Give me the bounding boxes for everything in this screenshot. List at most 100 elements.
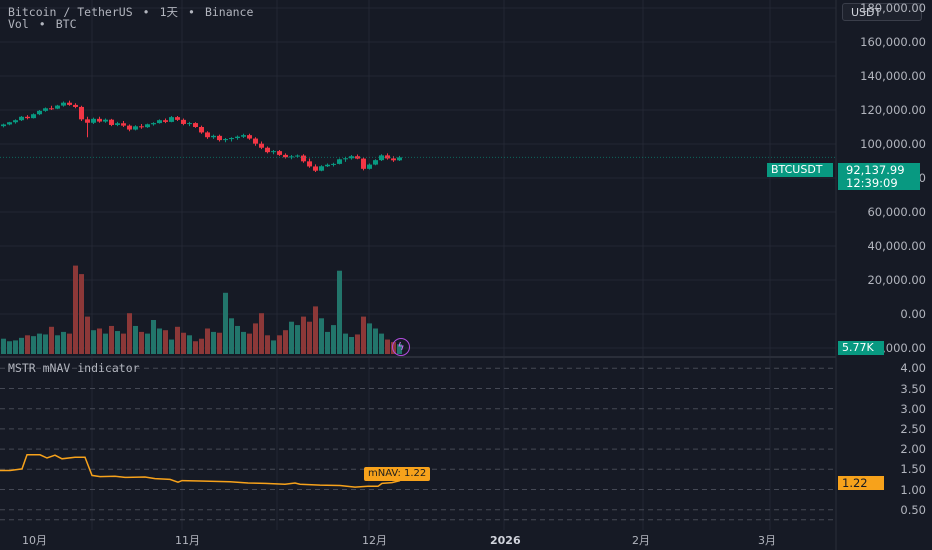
indicator-axis-mnav-tag: 1.22 bbox=[838, 476, 884, 490]
volume-bar bbox=[205, 328, 210, 354]
main-legend[interactable]: Bitcoin / TetherUS • 1天 • Binance bbox=[8, 4, 263, 20]
volume-bar bbox=[295, 325, 300, 354]
indicator-axis-tick: 2.00 bbox=[900, 442, 926, 457]
candle bbox=[325, 163, 330, 167]
volume-bar bbox=[115, 331, 120, 354]
volume-bar bbox=[139, 331, 144, 354]
volume-bar bbox=[19, 337, 24, 354]
candle bbox=[127, 124, 132, 132]
volume-axis-tag: 5.77K bbox=[838, 341, 884, 355]
indicator-axis-tick: 2.50 bbox=[900, 421, 926, 436]
candle bbox=[121, 121, 126, 127]
volume-bar bbox=[301, 316, 306, 354]
candle bbox=[7, 121, 12, 126]
candle bbox=[247, 133, 252, 140]
candle bbox=[181, 118, 186, 126]
volume-bar bbox=[283, 330, 288, 354]
candle bbox=[151, 122, 156, 126]
volume-bar bbox=[379, 333, 384, 354]
price-axis-tick: 100,000.00 bbox=[860, 137, 926, 151]
candle bbox=[43, 107, 48, 112]
candle bbox=[103, 118, 108, 123]
candle bbox=[253, 137, 258, 146]
volume-bar bbox=[175, 326, 180, 354]
candle bbox=[301, 154, 306, 163]
candle bbox=[331, 162, 336, 167]
indicator-legend[interactable]: MSTR mNAV indicator bbox=[8, 361, 150, 375]
time-axis-tick: 3月 bbox=[758, 534, 776, 547]
candle bbox=[361, 157, 366, 171]
candle bbox=[229, 137, 234, 142]
legend-symbol[interactable]: Bitcoin / TetherUS bbox=[8, 5, 133, 19]
candle bbox=[265, 146, 270, 154]
lightning-icon[interactable]: ϟ bbox=[392, 338, 410, 356]
price-axis-countdown: 12:39:09 bbox=[838, 176, 920, 190]
volume-bar bbox=[121, 333, 126, 354]
volume-bar bbox=[235, 325, 240, 354]
indicator-axis-tick: 1.50 bbox=[900, 462, 926, 477]
currency-button[interactable]: USDT bbox=[842, 3, 922, 21]
volume-bar bbox=[337, 270, 342, 354]
candle bbox=[19, 115, 24, 122]
candle bbox=[13, 119, 18, 124]
candle bbox=[223, 138, 228, 143]
volume-bar bbox=[211, 331, 216, 354]
volume-bar bbox=[13, 340, 18, 354]
volume-bar bbox=[241, 331, 246, 354]
price-axis-tick: 160,000.00 bbox=[860, 35, 926, 49]
indicator-legend-name[interactable]: MSTR mNAV indicator bbox=[8, 361, 140, 375]
candlesticks bbox=[1, 100, 402, 173]
candle bbox=[187, 121, 192, 127]
candle bbox=[37, 110, 42, 116]
candle bbox=[259, 141, 264, 150]
candle bbox=[115, 121, 120, 127]
time-axis-tick: 2026 bbox=[490, 534, 521, 547]
volume-bar bbox=[97, 328, 102, 354]
mnav-line bbox=[0, 454, 401, 488]
indicator-axis-tick: 3.50 bbox=[900, 381, 926, 396]
volume-bar bbox=[199, 338, 204, 354]
legend-exchange[interactable]: Binance bbox=[204, 5, 254, 19]
candle bbox=[271, 149, 276, 155]
volume-bar bbox=[217, 332, 222, 354]
volume-bar bbox=[145, 333, 150, 354]
price-axis-last-price: 92,137.99 bbox=[838, 163, 920, 177]
time-axis-tick: 10月 bbox=[22, 534, 47, 547]
volume-bar bbox=[163, 330, 168, 354]
candle bbox=[277, 149, 282, 156]
mnav-series-line bbox=[0, 454, 401, 488]
volume-bar bbox=[289, 321, 294, 354]
candle bbox=[157, 119, 162, 124]
candle bbox=[175, 115, 180, 122]
candle bbox=[211, 134, 216, 139]
candle bbox=[73, 103, 78, 109]
candle bbox=[67, 100, 72, 106]
candle bbox=[385, 153, 390, 160]
volume-bar bbox=[67, 333, 72, 354]
volume-legend-unit: BTC bbox=[55, 17, 77, 31]
candle bbox=[367, 163, 372, 170]
candle bbox=[49, 105, 54, 110]
legend-separator: • bbox=[188, 5, 195, 19]
price-axis-tick: 180,000.00 bbox=[860, 1, 926, 15]
grid-lines bbox=[0, 0, 836, 530]
volume-bar bbox=[193, 341, 198, 354]
volume-legend-label[interactable]: Vol bbox=[8, 17, 29, 31]
volume-bar bbox=[253, 323, 258, 354]
legend-interval[interactable]: 1天 bbox=[159, 5, 178, 19]
volume-legend[interactable]: Vol • BTC bbox=[8, 17, 87, 31]
volume-bar bbox=[307, 321, 312, 354]
volume-bars bbox=[1, 265, 402, 354]
volume-bar bbox=[343, 333, 348, 354]
volume-bar bbox=[49, 326, 54, 354]
volume-bar bbox=[43, 334, 48, 354]
volume-bar bbox=[79, 274, 84, 354]
volume-bar bbox=[259, 313, 264, 354]
volume-bar bbox=[109, 325, 114, 354]
time-axis-tick: 12月 bbox=[362, 534, 387, 547]
volume-bar bbox=[91, 330, 96, 354]
price-axis-tick: 120,000.00 bbox=[860, 103, 926, 117]
candle bbox=[79, 105, 84, 122]
candle bbox=[169, 115, 174, 123]
